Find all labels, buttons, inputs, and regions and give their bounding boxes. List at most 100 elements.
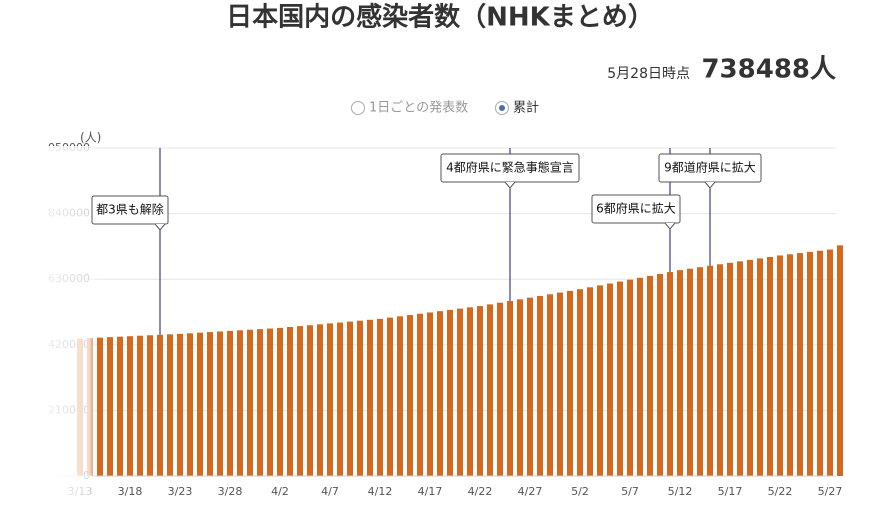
fade-overlay (47, 146, 97, 502)
total: 738488人 (701, 55, 836, 85)
bar (177, 333, 183, 476)
bar (627, 279, 633, 476)
x-tick-label: 5/12 (668, 485, 693, 498)
bar (767, 256, 773, 476)
bar (657, 273, 663, 476)
radio-option[interactable]: 1日ごとの発表数 (351, 100, 469, 116)
bar (517, 299, 523, 476)
bar (187, 333, 193, 476)
bar (707, 265, 713, 476)
x-tick-label: 4/12 (368, 485, 393, 498)
chart-title: 日本国内の感染者数（NHKまとめ） (226, 3, 654, 33)
subtitle: 5月28日時点 (607, 66, 690, 82)
annotation-pointer (704, 181, 716, 189)
bar (667, 272, 673, 476)
bar (417, 313, 423, 476)
bar (327, 323, 333, 476)
bar (217, 331, 223, 476)
bar (527, 297, 533, 476)
x-tick-label: 5/2 (571, 485, 589, 498)
bar (827, 249, 833, 476)
bar (637, 277, 643, 476)
bar (577, 289, 583, 476)
bar (227, 330, 233, 476)
bar (107, 337, 113, 476)
bar (237, 330, 243, 476)
bar (277, 327, 283, 476)
x-tick-label: 4/2 (271, 485, 289, 498)
bar (747, 259, 753, 476)
bar (797, 253, 803, 476)
bar (157, 334, 163, 476)
bar (717, 264, 723, 476)
bar (467, 307, 473, 476)
bar (167, 334, 173, 476)
radio-option[interactable]: 累計 (495, 100, 540, 116)
x-tick-label: 3/28 (218, 485, 243, 498)
bar (607, 283, 613, 476)
bar (757, 258, 763, 476)
annotation-box (591, 194, 681, 224)
bar (677, 270, 683, 476)
bar (837, 245, 843, 476)
bar (477, 306, 483, 476)
radio-button[interactable] (351, 101, 365, 115)
bar (397, 316, 403, 476)
bar (197, 332, 203, 476)
bar (697, 267, 703, 476)
bar (487, 304, 493, 476)
bar (447, 309, 453, 476)
bar (817, 250, 823, 476)
bar (427, 312, 433, 476)
bar (437, 311, 443, 476)
bar (207, 332, 213, 476)
bar (97, 337, 103, 476)
bar (647, 275, 653, 476)
bar (537, 295, 543, 476)
bar (317, 324, 323, 476)
annotation-text: 4都府県に緊急事態宣言 (446, 160, 574, 175)
x-tick-label: 5/7 (621, 485, 639, 498)
x-tick-label: 5/27 (818, 485, 843, 498)
x-tick-label: 3/23 (168, 485, 193, 498)
annotation-pointer (504, 181, 516, 189)
bar (587, 287, 593, 476)
bar (787, 254, 793, 476)
annotation-text: 9都道府県に拡大 (664, 160, 756, 175)
radio-dot (499, 105, 505, 111)
bar (547, 294, 553, 476)
bar (147, 335, 153, 476)
bar (117, 336, 123, 476)
bar (387, 317, 393, 476)
annotation-pointer (664, 222, 676, 230)
bar (367, 319, 373, 476)
bar (267, 328, 273, 476)
bar (557, 292, 563, 476)
bar (247, 329, 253, 476)
radio-label[interactable]: 累計 (513, 100, 539, 116)
x-tick-label: 4/17 (418, 485, 443, 498)
radio-label[interactable]: 1日ごとの発表数 (369, 100, 468, 116)
x-tick-label: 4/7 (321, 485, 339, 498)
x-tick-label: 4/27 (518, 485, 543, 498)
bar (457, 308, 463, 476)
bar (597, 285, 603, 476)
bar (617, 281, 623, 476)
annotation-text: 6都府県に拡大 (596, 201, 676, 216)
bar (307, 325, 313, 476)
bar (687, 268, 693, 476)
bar (137, 335, 143, 476)
bar (727, 262, 733, 476)
bar (807, 251, 813, 476)
bar (377, 318, 383, 476)
bar (737, 261, 743, 476)
annotation-pointer (154, 223, 166, 231)
y-axis-label: (人) (80, 131, 101, 145)
annotation-box (91, 195, 169, 225)
bar (297, 326, 303, 476)
bar (347, 321, 353, 476)
bar (357, 320, 363, 476)
bar (497, 302, 503, 476)
x-tick-label: 4/22 (468, 485, 493, 498)
